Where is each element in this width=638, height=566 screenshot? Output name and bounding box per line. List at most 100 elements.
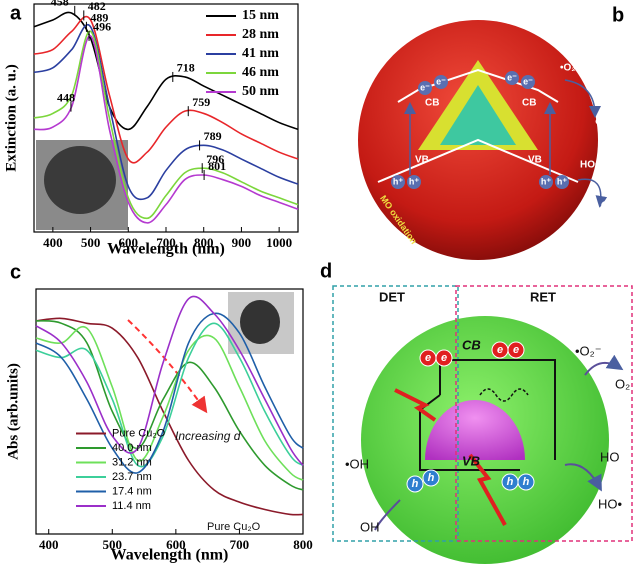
vb-label: VB [528,155,542,166]
peak-label: 789 [204,129,222,143]
x-tick-label: 1000 [266,235,292,250]
legend-label: 17.4 nm [112,485,152,497]
reaction-arrow [374,499,401,531]
reaction-arrow [584,354,624,376]
peak-label: 759 [192,95,210,109]
data-line [35,322,304,468]
hole-label: h⁺ [393,176,403,186]
det-label: DET [379,289,405,304]
species: O₂ [615,376,630,391]
peak-label: 796 [206,152,224,166]
x-tick-label: 500 [81,235,101,250]
data-line [33,30,299,220]
hole-label: h⁺ [557,176,567,186]
panel-label: c [10,261,21,283]
legend-label: 23.7 nm [112,471,152,483]
data-line [35,317,304,516]
electron-label: e [513,344,519,356]
x-tick-label: 600 [119,235,139,250]
det-box [332,285,459,542]
x-axis-label: Wavelength (nm) [111,547,229,564]
data-line [33,35,299,224]
cb-line [397,68,559,103]
panel-d: e e e e h h h h DET RET CB VB •O₂⁻ O₂ HO… [320,260,633,564]
peak-label: 801 [208,159,226,173]
band-lines [419,359,556,471]
x-tick-label: 600 [166,537,186,552]
legend-label: 15 nm [242,8,279,23]
peak-label: 496 [93,20,111,34]
data-line [35,312,304,474]
hole [422,469,440,487]
light-arrow [468,453,507,526]
x-tick-label: 500 [103,537,123,552]
hole [406,475,424,493]
trend-arrow [127,319,208,414]
tem-particle [240,300,280,344]
cb-label: CB [425,98,439,109]
peak-label: 458 [51,0,69,9]
reaction-arrow [564,463,602,492]
core [440,85,516,145]
electron-label: e⁻ [523,76,533,86]
x-tick-label: 900 [232,235,252,250]
species: •O₂⁻ [575,343,602,358]
vb-label: VB [415,155,429,166]
x-axis-label: Wavelength (nm) [107,241,225,258]
reaction-arrow [564,79,601,118]
electron [435,349,453,367]
legend-label: 40.0 nm [112,442,152,454]
electron-label: e⁻ [436,76,446,86]
electron [521,75,535,89]
hole [555,175,569,189]
hole-label: h [507,476,514,488]
data-line [35,325,304,481]
data-line [33,23,299,201]
species: •OH [345,456,369,471]
hole-label: h [412,478,419,490]
light-arrow [394,388,437,422]
species: OH [360,519,380,534]
electron [434,75,448,89]
x-tick-label: 800 [194,235,214,250]
x-tick-label: 400 [43,235,63,250]
hole-label: h⁺ [541,176,551,186]
vb-label: VB [462,453,480,468]
transfer-path [479,388,529,402]
hole-label: h⁺ [409,176,419,186]
legend-label: 46 nm [242,65,279,80]
x-tick-label: 700 [156,235,176,250]
species: HO• [580,160,599,171]
species: HO• [598,496,623,511]
hole [539,175,553,189]
peak-label: 482 [88,0,106,13]
cb-label: CB [462,337,481,352]
plot-frame [35,288,304,535]
panel-label: a [10,2,22,24]
electron-label: e [425,352,431,364]
hole [517,473,535,491]
data-line [33,11,299,131]
legend-label: 41 nm [242,46,279,61]
electron-label: e⁻ [507,72,517,82]
legend-label: Pure Cu₂O [112,427,166,439]
core [425,400,525,460]
hole-label: h [523,476,530,488]
note: Increasing d [175,429,241,443]
x-tick-label: 400 [39,537,59,552]
legend-label: 50 nm [242,84,279,99]
species: HO⁻ [595,195,615,218]
ret-label: RET [530,289,556,304]
x-tick-label: 800 [293,537,313,552]
x-tick-label: 700 [230,537,250,552]
panel-label: d [320,260,332,282]
peak-label: 489 [90,11,108,25]
species: •O₂⁻ [560,63,581,74]
cb-label: CB [522,98,536,109]
vb-line [377,138,579,183]
electron-label: e [497,344,503,356]
electron [418,81,432,95]
species: HO [600,449,620,464]
